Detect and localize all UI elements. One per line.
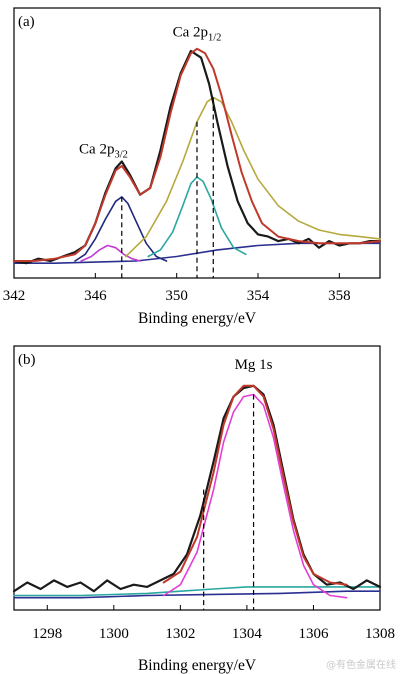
panel-b-x-tick-label-0: 1298 <box>32 626 62 642</box>
panel-b-series-component-2 <box>162 393 348 599</box>
panel-b-x-tick-label-2: 1302 <box>165 626 195 642</box>
panel-a-annotation-1: Ca 2p1/2 <box>173 24 222 43</box>
panel-b-x-tick-label-1: 1300 <box>99 626 129 642</box>
panel-b-series-raw-0 <box>12 384 382 593</box>
panel-b-annotations: Mg 1s <box>235 357 273 373</box>
panel-b-frame <box>13 345 381 611</box>
panel-b-x-tick-label-5: 1308 <box>365 626 395 642</box>
panel-b-x-axis: 1298 1300 1302 1304 1306 1308 <box>32 605 395 642</box>
panel-a-annotation-0: Ca 2p3/2 <box>79 142 128 161</box>
panel-a-x-tick-label-4: 358 <box>328 288 351 304</box>
watermark: @有色金属在线 <box>326 658 396 671</box>
panel-b-series-background-3 <box>13 586 381 597</box>
panel-a-label: (a) <box>18 14 35 30</box>
panel-a-x-tick-label-0: 342 <box>3 288 26 304</box>
panel-a-series-component-5 <box>125 96 381 258</box>
panel-b-x-tick-label-4: 1306 <box>298 626 329 642</box>
panel-a-x-tick-label-1: 346 <box>84 288 107 304</box>
panel-b-series-envelope-1 <box>162 384 348 586</box>
panel-a-x-axis-label: Binding energy/eV <box>138 310 257 327</box>
panel-a-reference-lines <box>121 97 214 278</box>
panel-b: (b) 1298 1300 1302 1304 1306 1308 Mg 1s Bindi… <box>12 345 395 674</box>
panel-b-series <box>12 384 382 599</box>
panel-b-x-tick-label-3: 1304 <box>232 626 263 642</box>
panel-b-annotation-0: Mg 1s <box>235 357 273 373</box>
panel-a-x-tick-label-2: 350 <box>165 288 188 304</box>
panel-b-reference-lines <box>203 394 255 610</box>
panel-a-annotations: Ca 2p3/2 Ca 2p1/2 <box>79 24 221 160</box>
panel-b-x-axis-label: Binding energy/eV <box>138 657 257 674</box>
panel-b-label: (b) <box>18 352 36 368</box>
panel-b-series-background-4 <box>13 590 381 599</box>
panel-a-series-component-3 <box>80 244 141 262</box>
panel-a-x-tick-label-3: 354 <box>247 288 270 304</box>
panel-a-series-envelope-1 <box>13 47 381 262</box>
panel-a-x-axis: 342 346 350 354 358 <box>3 273 351 304</box>
panel-a: (a) 342 346 350 354 358 Ca 2p3/2 Ca 2p1/2 Bin… <box>3 7 382 327</box>
